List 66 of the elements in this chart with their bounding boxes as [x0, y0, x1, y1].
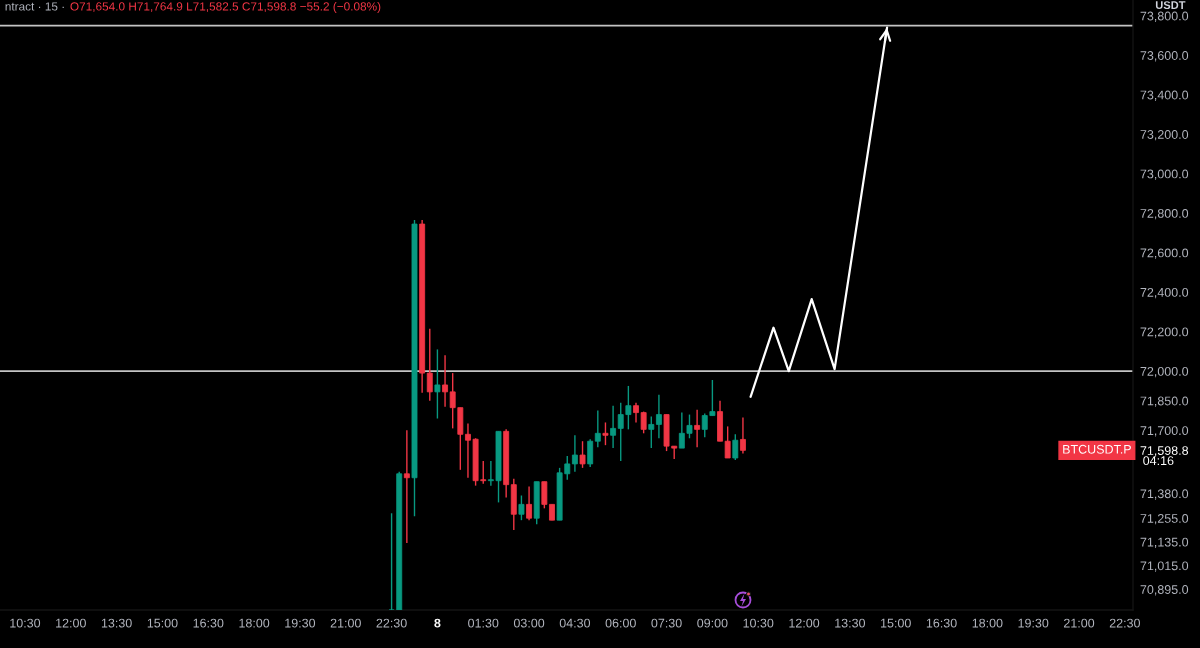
x-tick-label: 22:30 — [1109, 618, 1141, 628]
candlestick — [694, 408, 701, 448]
x-tick-label: 16:30 — [926, 618, 957, 628]
y-tick-label: 72,200.0 — [1140, 327, 1189, 338]
y-tick-label: 73,600.0 — [1140, 51, 1189, 62]
x-tick-label: 18:00 — [239, 618, 270, 628]
candlestick — [403, 429, 410, 544]
x-tick-label: 06:00 — [605, 618, 636, 628]
x-tick-label: 15:00 — [147, 618, 178, 628]
y-tick-label: 71,255.0 — [1140, 514, 1189, 525]
candlestick — [740, 416, 746, 455]
y-tick-label: 72,800.0 — [1140, 209, 1189, 220]
candlestick — [526, 485, 533, 521]
y-tick-label: 72,400.0 — [1140, 287, 1189, 299]
x-tick-label: 12:00 — [56, 618, 86, 628]
x-tick-label: 18:00 — [972, 618, 1003, 628]
candlestick — [442, 354, 448, 408]
y-axis-title: USDT — [1155, 1, 1186, 10]
y-tick-label: 72,600.0 — [1140, 248, 1189, 259]
candlestick — [648, 415, 655, 449]
x-tick-label: 16:30 — [193, 618, 224, 628]
candlestick — [571, 434, 578, 473]
candlestick — [388, 512, 395, 610]
y-tick-label: 73,800.0 — [1140, 11, 1189, 22]
y-tick-label: 73,000.0 — [1140, 169, 1189, 180]
x-tick-label: 8 — [434, 618, 441, 628]
x-tick-label: 13:30 — [835, 618, 866, 628]
x-tick-label: 22:30 — [376, 618, 407, 628]
x-tick-label: 10:30 — [10, 618, 41, 628]
y-tick-label: 71,700.0 — [1140, 426, 1189, 437]
candlestick — [587, 438, 594, 468]
y-tick-label: 71,015.0 — [1140, 561, 1189, 572]
chart-title: ntract · 15 · — [5, 2, 64, 11]
y-tick-label: 70,895.0 — [1140, 585, 1189, 596]
candlestick — [579, 440, 586, 469]
candlestick — [518, 494, 525, 521]
text: 04:16 — [1143, 456, 1174, 466]
candlestick — [434, 348, 441, 420]
y-tick-label: 71,850.0 — [1140, 396, 1189, 407]
x-tick-label: 09:00 — [697, 618, 728, 628]
x-tick-label: 13:30 — [101, 618, 132, 628]
y-tick-label: 72,000.0 — [1140, 366, 1189, 378]
x-tick-label: 07:30 — [651, 618, 682, 628]
x-tick-label: 01:30 — [468, 618, 499, 628]
x-tick-label: 10:30 — [743, 618, 774, 628]
x-tick-label: 04:30 — [559, 618, 591, 628]
y-tick-label: 73,400.0 — [1140, 90, 1189, 101]
y-tick-label: 71,380.0 — [1140, 489, 1189, 500]
candlestick — [655, 394, 662, 439]
x-tick-label: 03:00 — [513, 618, 545, 628]
chart-subtitle: O71,654.0 H71,764.9 L71,582.5 C71,598.8 −55.2 (−0.08%) — [70, 1, 381, 13]
candlestick — [594, 409, 601, 448]
candlestick — [732, 433, 739, 461]
y-tick-label: 71,598.8 — [1140, 446, 1189, 457]
x-tick-label: 15:00 — [881, 618, 911, 628]
x-tick-label: 12:00 — [789, 618, 820, 628]
x-tick-label: 21:00 — [330, 618, 361, 628]
candlestick — [610, 404, 617, 449]
x-tick-label: 21:00 — [1064, 618, 1095, 628]
annotation: BTCUSDT.P — [1063, 444, 1131, 454]
x-tick-label: 19:30 — [285, 618, 316, 628]
x-tick-label: 19:30 — [1018, 618, 1049, 628]
candlestick — [602, 421, 609, 446]
y-tick-label: 73,200.0 — [1140, 130, 1189, 141]
candlestick — [426, 327, 433, 402]
y-tick-label: 71,135.0 — [1140, 537, 1189, 549]
